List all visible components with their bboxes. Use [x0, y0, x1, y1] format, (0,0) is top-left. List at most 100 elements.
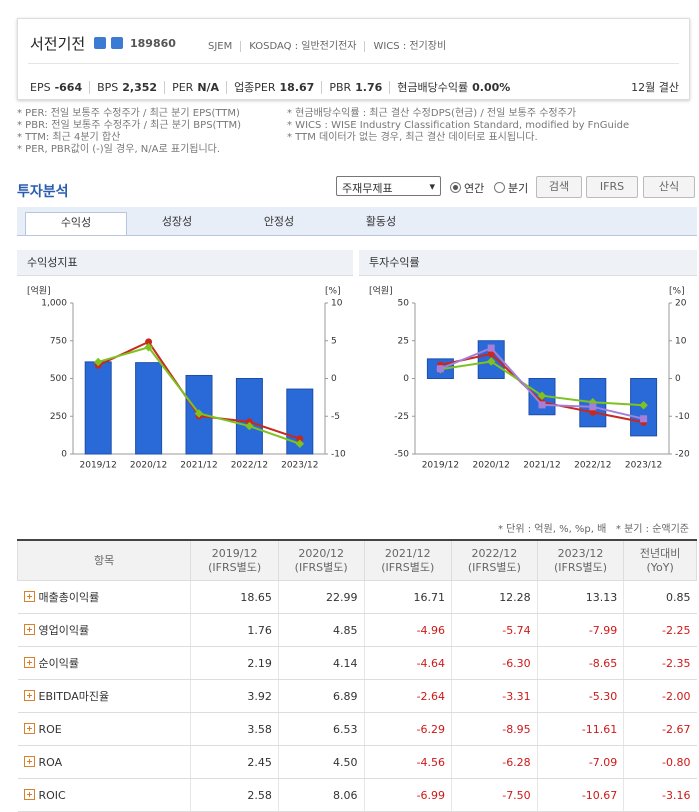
cell-text: -6.29 — [416, 722, 446, 736]
search-button[interactable]: 검색 — [536, 176, 582, 198]
expand-icon[interactable] — [23, 657, 35, 668]
y2-axis-unit: [%] — [669, 287, 685, 297]
cell-text: 2.19 — [247, 656, 272, 670]
icon[interactable] — [94, 37, 106, 49]
expand-icon[interactable] — [23, 788, 35, 800]
ratio-table: 항목 2019/12 (IFRS별도) 2020/12 (IFRS별도) 2021/12(… — [16, 539, 697, 812]
metric: 업종PER 18.67 — [234, 81, 323, 94]
y-axis-unit: [억원] — [369, 285, 393, 297]
x-tick-label: 2022/12 — [574, 461, 611, 471]
stock-header: 서전기전 189860 SJEM KOSDAQ : 일반전기전자 WICS : 전기… — [17, 18, 690, 100]
chart: [억원] [%] -50 -25 0 25 50 -20 -10 0 10 20 2019/12 2020… — [369, 285, 690, 471]
cell-text: 12.28 — [499, 590, 531, 604]
cell-text: -2.00 — [662, 689, 691, 703]
unit-note: * 단위 : 억원, %, %p, 배 * 분기 : 순액기준 — [498, 520, 689, 535]
formula-button[interactable]: 산식 — [643, 176, 695, 198]
row-label-text: 매출총이익률 — [38, 591, 100, 604]
y-tick-label: 1,000 — [41, 299, 67, 309]
cell: 4.14 — [277, 646, 365, 680]
cell-text: 13.13 — [585, 590, 618, 604]
radio[interactable]: 분기 — [494, 180, 528, 196]
row-label-text: ROA — [38, 755, 63, 769]
expand-icon[interactable] — [23, 624, 35, 635]
cell: -7.99 — [536, 613, 624, 647]
metric-label: PER — [172, 81, 194, 94]
divider — [28, 63, 679, 64]
cell-text: -8.95 — [502, 722, 531, 736]
cell-text: -7.09 — [588, 755, 618, 769]
radio[interactable]: 연간 — [450, 180, 484, 196]
row-label: 영업이익률 — [17, 613, 191, 647]
metric-label: EPS — [30, 81, 51, 94]
y2-tick-label: 10 — [675, 336, 687, 346]
row-label-text: ROIC — [38, 788, 66, 802]
cell: 3.92 — [190, 679, 279, 713]
cell: -4.96 — [363, 613, 452, 647]
header-text: (YoY) — [646, 560, 674, 574]
cell-text: -5.74 — [502, 623, 531, 637]
table-row: ROE 3.58 6.53 -6.29 -8.95 -11.61 -2.67 — [17, 712, 697, 746]
x-tick-label: 2021/12 — [523, 461, 560, 471]
column-header: 2020/12 (IFRS별도) — [277, 539, 365, 581]
cell: 22.99 — [277, 580, 365, 614]
cell-text: -5.30 — [588, 689, 618, 703]
cell-text: -7.50 — [502, 788, 531, 802]
cell: -6.29 — [363, 712, 452, 746]
y2-axis-unit: [%] — [325, 287, 341, 297]
table-row: EBITDA마진율 3.92 6.89 -2.64 -3.31 -5.30 -2.00 — [17, 679, 697, 713]
ifrs-button[interactable]: IFRS — [586, 176, 638, 198]
tab[interactable]: 안정성 — [263, 215, 295, 228]
cell: -7.50 — [451, 778, 538, 812]
cell: -10.67 — [536, 778, 624, 812]
cell: 8.06 — [277, 778, 365, 812]
metric-label: PBR — [329, 81, 352, 94]
cell: -6.30 — [451, 646, 538, 680]
cell: -0.80 — [623, 745, 697, 779]
note: * TTM 데이터가 없는 경우, 최근 결산 데이터로 표시됩니다. — [287, 132, 538, 143]
row-label: 매출총이익률 — [17, 580, 191, 614]
marker — [486, 357, 496, 366]
cell: 1.76 — [190, 613, 279, 647]
cell: -2.00 — [623, 679, 697, 713]
column-header: 항목 — [16, 539, 192, 581]
table-row: ROA 2.45 4.50 -4.56 -6.28 -7.09 -0.80 — [17, 745, 697, 779]
company-name: 서전기전 — [30, 35, 86, 53]
english-name: SJEM — [208, 41, 242, 52]
tab-bar: 수익성 성장성 안정성 활동성 — [17, 207, 697, 236]
y-tick-label: 0 — [403, 374, 409, 384]
section-title: 투자분석 — [17, 184, 69, 200]
tab[interactable]: 수익성 — [25, 212, 127, 235]
y2-tick-label: -20 — [675, 450, 690, 460]
expand-icon[interactable] — [23, 722, 35, 734]
tab[interactable]: 활동성 — [365, 215, 397, 228]
header-row: 항목 2019/12 (IFRS별도) 2020/12 (IFRS별도) 2021/12(… — [16, 539, 697, 581]
select[interactable]: 주재무제표 ▾ — [336, 176, 441, 196]
x-tick-label: 2019/12 — [80, 461, 117, 471]
cell-text: 16.71 — [413, 590, 446, 604]
icon[interactable] — [111, 37, 123, 49]
cell-text: 18.65 — [240, 590, 272, 604]
y-tick-label: 250 — [50, 412, 67, 422]
note: * TTM: 최근 4분기 합산 — [17, 132, 121, 143]
y2-tick-label: -10 — [331, 450, 346, 460]
marker — [487, 350, 495, 358]
expand-icon[interactable] — [23, 591, 35, 602]
row-label-text: 순이익률 — [38, 657, 79, 670]
column-header: 2022/12 (IFRS별도) — [451, 539, 538, 581]
period-note: * 분기 : 순액기준 — [615, 524, 689, 535]
cell: -2.25 — [623, 613, 697, 647]
tab[interactable]: 성장성 — [161, 215, 193, 228]
cell: -6.99 — [363, 778, 452, 812]
header-text: (IFRS별도) — [208, 560, 262, 574]
column-header: 전년대비 (YoY) — [623, 539, 697, 581]
y-tick-label: 50 — [398, 299, 410, 309]
cell: -2.64 — [363, 679, 452, 713]
marker — [640, 415, 648, 423]
unit: * 단위 : 억원, %, %p, 배 — [498, 524, 607, 535]
expand-icon[interactable] — [23, 755, 35, 767]
cell-text: -0.80 — [662, 755, 691, 769]
metrics: EPS -664 BPS 2,352 PER N/A 업종PER 18.67 PBR 1.76 현금… — [30, 79, 524, 95]
expand-icon[interactable] — [23, 690, 35, 701]
notes: * 현금배당수익률 : 최근 결산 수정DPS(현금) / 전일 보통주 수정주… — [287, 108, 629, 144]
